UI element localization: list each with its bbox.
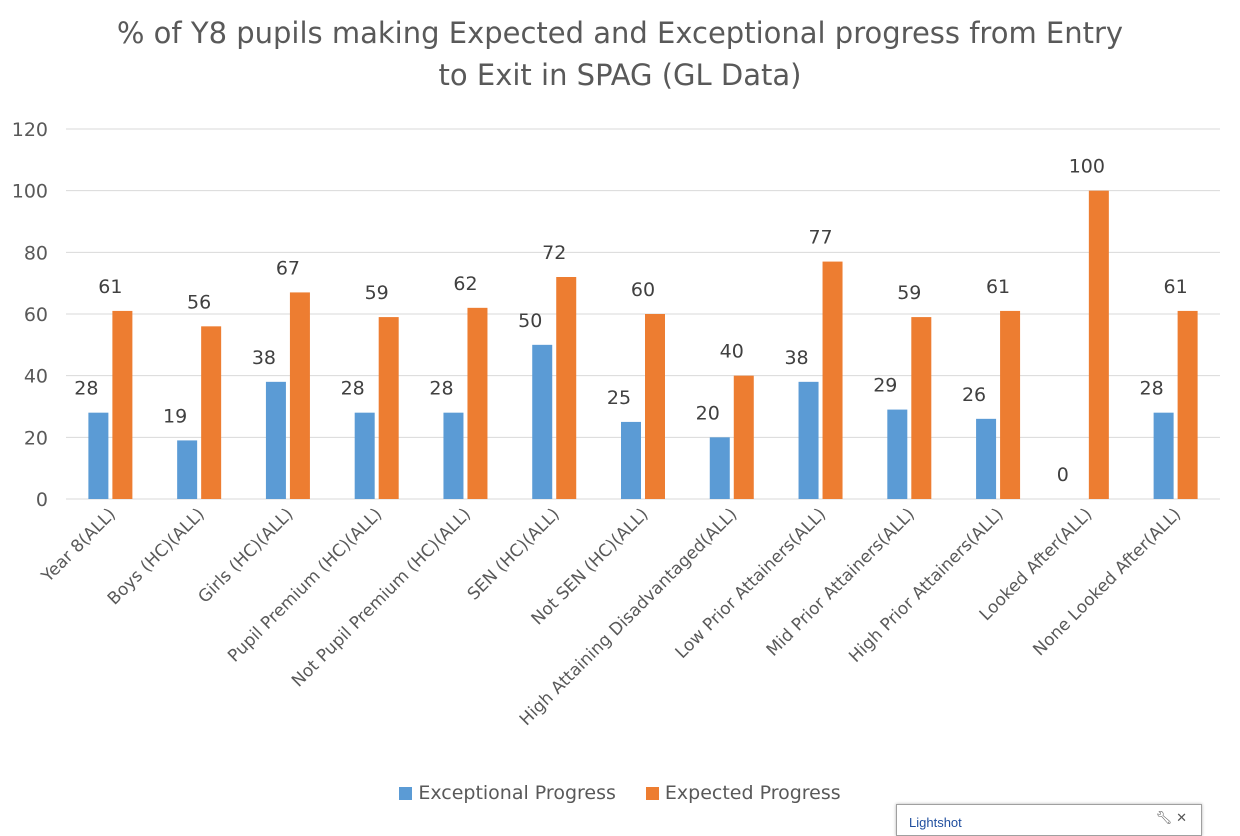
bar-exceptional-8 <box>798 381 819 499</box>
lightshot-popup[interactable]: Lightshot 🔧︎ ✕ <box>896 804 1202 836</box>
data-label-expected-7: 40 <box>720 341 744 363</box>
bar-exceptional-7 <box>709 437 730 499</box>
y-tick-label-40: 40 <box>24 366 48 388</box>
category-label-8: Low Prior Attainers(ALL) <box>672 504 830 662</box>
bar-expected-4 <box>467 307 488 499</box>
bar-exceptional-3 <box>354 412 375 499</box>
data-label-expected-6: 60 <box>631 279 655 301</box>
data-label-exceptional-4: 28 <box>429 378 453 400</box>
bar-exceptional-12 <box>1153 412 1174 499</box>
bar-exceptional-0 <box>88 412 109 499</box>
data-label-exceptional-0: 28 <box>74 378 98 400</box>
bar-expected-0 <box>112 310 133 499</box>
data-label-exceptional-3: 28 <box>341 378 365 400</box>
category-label-4: Not Pupil Premium (HC)(ALL) <box>288 504 475 691</box>
data-label-expected-1: 56 <box>187 291 211 313</box>
data-label-expected-8: 77 <box>808 227 832 249</box>
bar-expected-12 <box>1177 310 1198 499</box>
bar-expected-10 <box>1000 310 1021 499</box>
category-label-0: Year 8(ALL) <box>37 504 120 587</box>
data-label-exceptional-5: 50 <box>518 310 542 332</box>
y-tick-label-80: 80 <box>24 242 48 264</box>
bar-exceptional-1 <box>177 440 198 499</box>
category-label-2: Girls (HC)(ALL) <box>194 504 297 607</box>
y-tick-label-60: 60 <box>24 304 48 326</box>
bar-expected-2 <box>289 292 310 499</box>
data-label-exceptional-1: 19 <box>163 405 187 427</box>
data-label-exceptional-10: 26 <box>962 384 986 406</box>
data-label-exceptional-9: 29 <box>873 375 897 397</box>
bar-expected-11 <box>1088 190 1109 499</box>
category-label-9: Mid Prior Attainers(ALL) <box>763 504 919 660</box>
data-label-exceptional-12: 28 <box>1140 378 1164 400</box>
data-label-expected-5: 72 <box>542 242 566 264</box>
data-label-expected-12: 61 <box>1164 276 1188 298</box>
legend: Exceptional Progress Expected Progress <box>0 782 1240 804</box>
chart-title-line-2: to Exit in SPAG (GL Data) <box>438 58 802 92</box>
bar-expected-7 <box>733 375 754 499</box>
bar-exceptional-6 <box>621 421 641 499</box>
bar-exceptional-4 <box>443 412 464 499</box>
lightshot-label: Lightshot <box>909 815 962 830</box>
legend-item-exceptional: Exceptional Progress <box>399 782 616 804</box>
data-label-exceptional-2: 38 <box>252 347 276 369</box>
y-tick-label-20: 20 <box>24 427 48 449</box>
bar-expected-6 <box>645 314 665 499</box>
data-label-exceptional-11: 0 <box>1057 464 1069 486</box>
category-label-12: None Looked After(ALL) <box>1029 504 1185 660</box>
data-label-exceptional-8: 38 <box>784 347 808 369</box>
bar-expected-9 <box>911 317 932 499</box>
legend-item-expected: Expected Progress <box>645 782 841 804</box>
legend-swatch-expected <box>645 786 659 800</box>
data-label-expected-11: 100 <box>1069 156 1105 178</box>
category-label-5: SEN (HC)(ALL) <box>464 504 564 604</box>
category-label-3: Pupil Premium (HC)(ALL) <box>224 504 386 666</box>
data-label-exceptional-6: 25 <box>607 387 631 409</box>
y-tick-label-100: 100 <box>12 181 48 203</box>
data-label-expected-2: 67 <box>276 257 300 279</box>
y-tick-label-120: 120 <box>12 119 48 141</box>
bar-expected-1 <box>201 326 222 499</box>
data-label-exceptional-7: 20 <box>696 402 720 424</box>
data-label-expected-9: 59 <box>897 282 921 304</box>
data-label-expected-4: 62 <box>453 273 477 295</box>
category-label-10: High Prior Attainers(ALL) <box>845 504 1007 666</box>
bar-expected-5 <box>556 277 577 499</box>
bar-expected-3 <box>378 317 399 499</box>
data-label-expected-0: 61 <box>98 276 122 298</box>
category-label-1: Boys (HC)(ALL) <box>104 504 209 609</box>
bar-exceptional-5 <box>532 344 553 499</box>
bar-exceptional-10 <box>976 418 997 499</box>
legend-label-expected: Expected Progress <box>664 782 841 804</box>
close-icon[interactable]: ✕ <box>1176 811 1187 826</box>
legend-swatch-exceptional <box>399 786 413 800</box>
legend-label-exceptional: Exceptional Progress <box>418 782 616 804</box>
bar-exceptional-2 <box>265 381 286 499</box>
chart-title-line-1: % of Y8 pupils making Expected and Excep… <box>116 16 1124 50</box>
data-label-expected-10: 61 <box>986 276 1010 298</box>
data-label-expected-3: 59 <box>365 282 389 304</box>
bar-exceptional-9 <box>887 409 908 499</box>
wrench-icon[interactable]: 🔧︎ <box>1155 811 1172 826</box>
y-tick-label-0: 0 <box>36 489 48 511</box>
bar-expected-8 <box>822 261 843 499</box>
